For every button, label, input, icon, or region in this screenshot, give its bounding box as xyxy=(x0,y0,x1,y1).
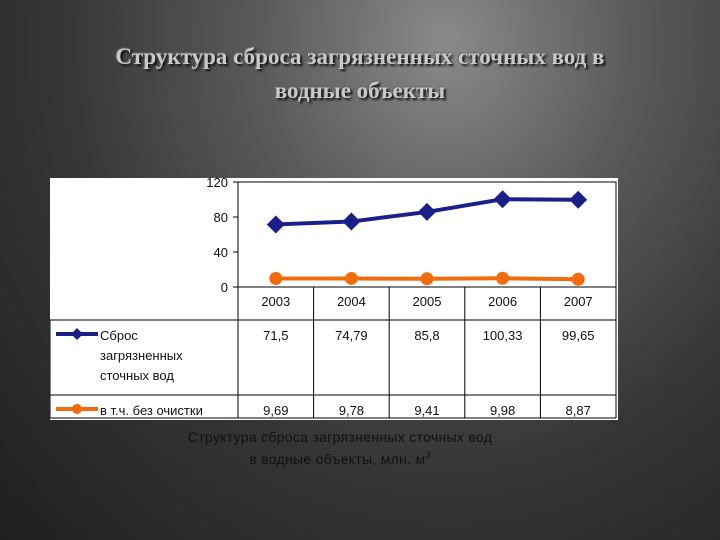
series-point-1 xyxy=(342,212,361,231)
y-tick-label: 40 xyxy=(214,245,228,260)
table-value-1: 85,8 xyxy=(414,328,439,343)
series-point-1 xyxy=(493,190,512,209)
category-label: 2003 xyxy=(261,294,290,309)
series-point-2 xyxy=(496,271,510,285)
table-value-2: 9,69 xyxy=(263,403,288,418)
legend-label-2: в т.ч. без очистки xyxy=(100,403,203,418)
plot-area xyxy=(237,181,617,288)
legend-key-marker-2 xyxy=(72,404,82,414)
table-value-1: 74,79 xyxy=(335,328,368,343)
legend-key-marker-1 xyxy=(71,328,83,340)
table-value-1: 100,33 xyxy=(483,328,523,343)
table-value-1: 71,5 xyxy=(263,328,288,343)
chart-caption-unit-superscript: 3 xyxy=(425,450,431,460)
legend-label-1: Сброс xyxy=(100,328,138,343)
table-value-2: 9,41 xyxy=(414,403,439,418)
table-value-1: 99,65 xyxy=(562,328,595,343)
series-point-1 xyxy=(266,215,285,234)
category-label: 2005 xyxy=(413,294,442,309)
series-point-2 xyxy=(571,272,585,286)
chart-caption: Структура сброса загрязненных сточных во… xyxy=(140,428,540,468)
table-value-2: 8,87 xyxy=(566,403,591,418)
category-label: 2007 xyxy=(564,294,593,309)
series-point-2 xyxy=(420,272,434,286)
line-chart-with-data-table: 0 40 80 120 2003 2004 2005 2006 2007 71,5 74,79 85,… xyxy=(49,175,617,419)
category-label: 2004 xyxy=(337,294,366,309)
y-tick-label: 120 xyxy=(206,178,228,190)
series-point-1 xyxy=(418,202,436,221)
slide-title-line2: водные объекты xyxy=(274,78,446,103)
slide-title-line1: Структура сброса загрязненных сточных во… xyxy=(115,44,605,69)
table-value-2: 9,98 xyxy=(490,403,515,418)
table-value-2: 9,78 xyxy=(339,403,364,418)
chart-caption-line2: в водные объекты, млн. м3 xyxy=(140,446,540,468)
legend-label-1: сточных вод xyxy=(100,368,174,383)
chart-caption-unit: в водные объекты, млн. м xyxy=(249,451,426,467)
category-label: 2006 xyxy=(488,294,517,309)
y-tick-label: 0 xyxy=(221,280,228,295)
y-tick-label: 80 xyxy=(214,210,228,225)
slide-title: Структура сброса загрязненных сточных во… xyxy=(40,40,680,108)
legend-label-1: загрязненных xyxy=(100,348,183,363)
series-point-2 xyxy=(344,271,358,285)
series-point-1 xyxy=(569,190,588,209)
series-point-2 xyxy=(269,272,283,286)
chart-panel: 0 40 80 120 2003 2004 2005 2006 2007 71,5 74,79 85,… xyxy=(49,175,618,420)
chart-caption-line1: Структура сброса загрязненных сточных во… xyxy=(187,429,493,445)
